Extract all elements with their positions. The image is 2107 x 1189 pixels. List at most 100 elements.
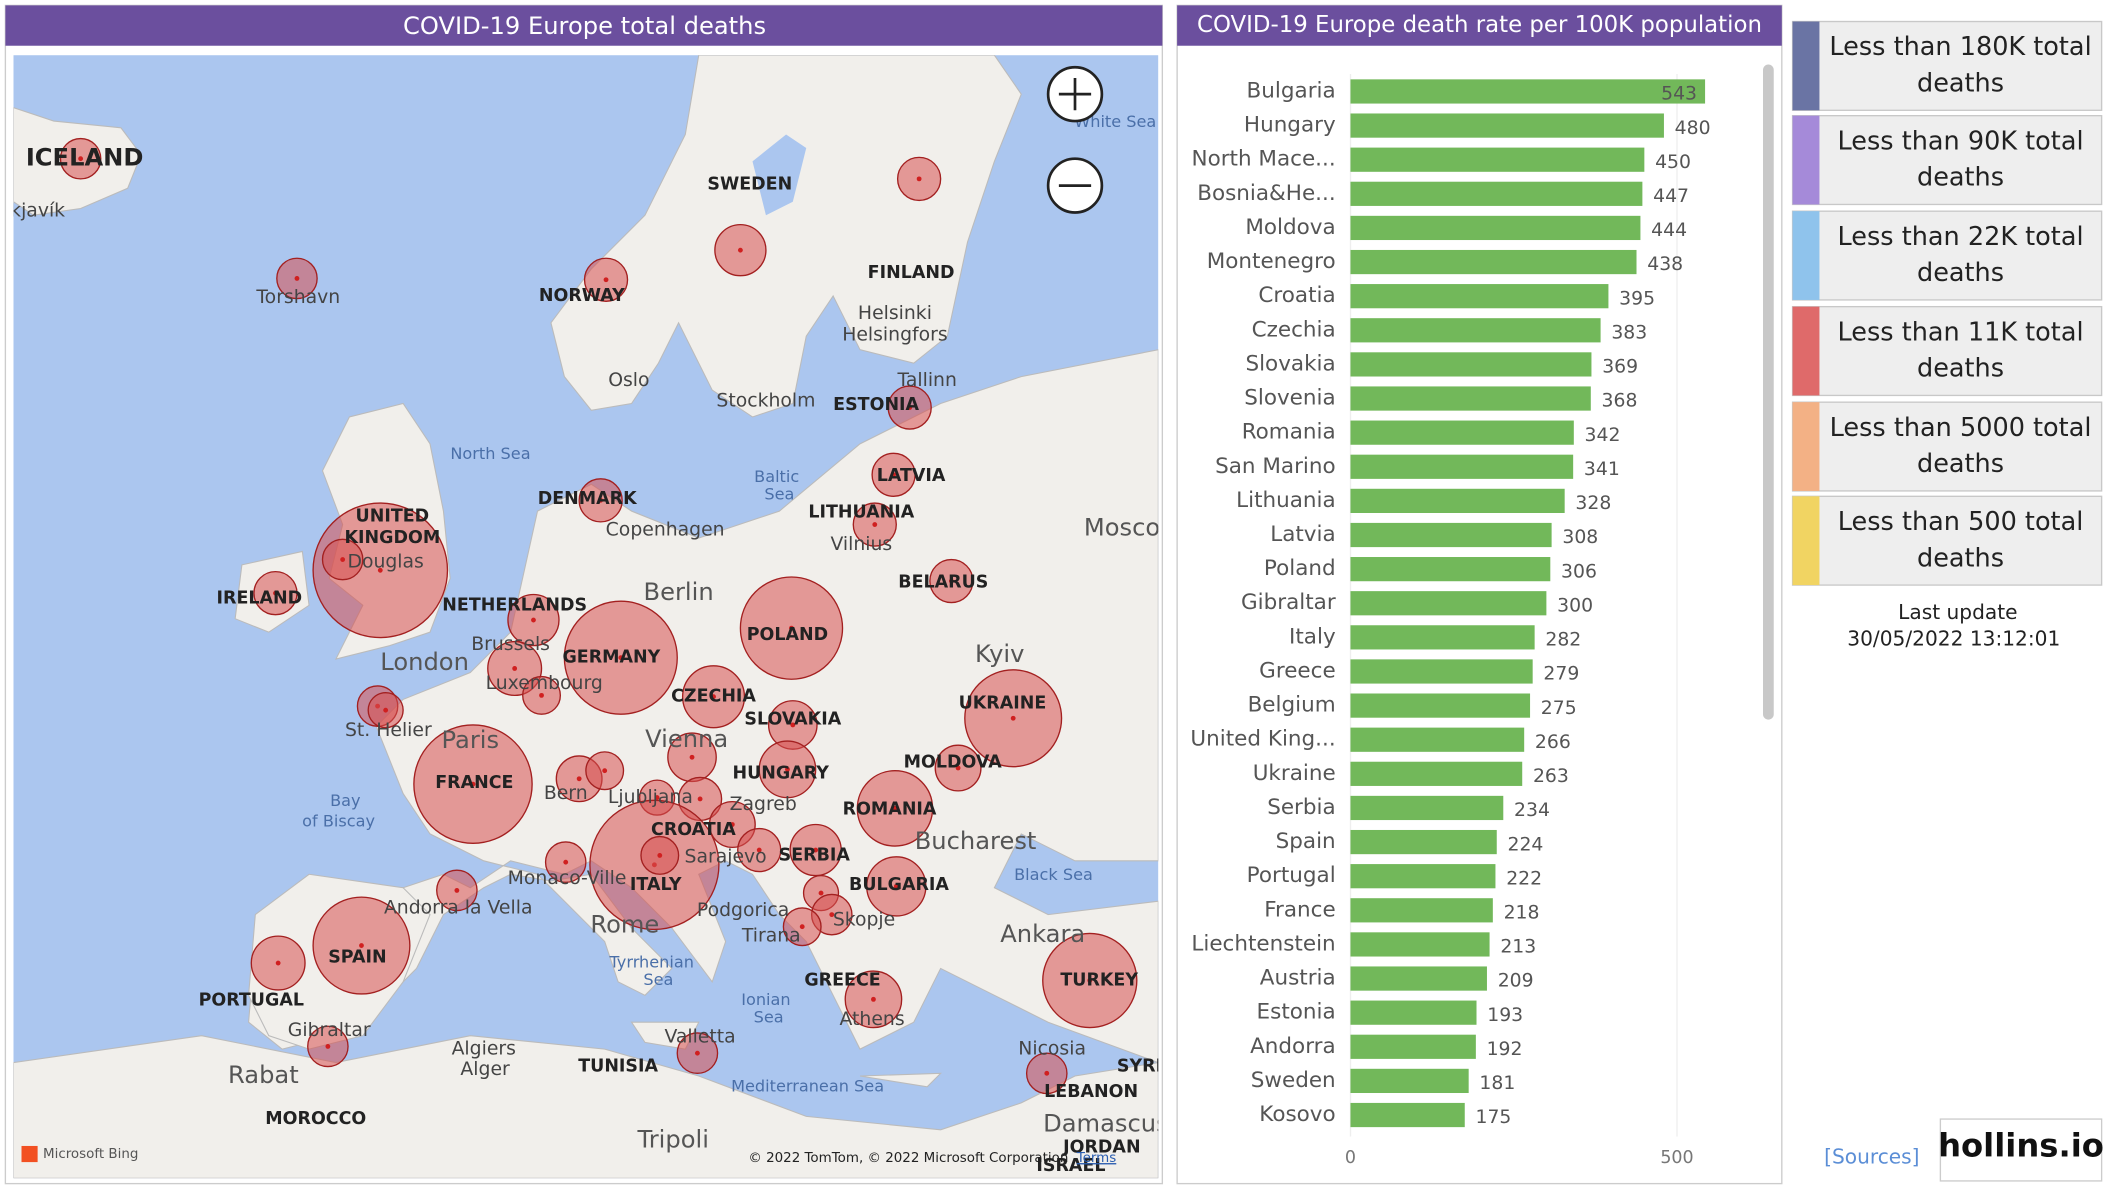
map-label: SWEDEN <box>707 174 792 194</box>
map-label: GREECE <box>804 971 880 991</box>
value-label: 450 <box>1655 152 1691 173</box>
bubble-center <box>1087 978 1093 983</box>
legend-box <box>1791 401 2103 492</box>
bubble-center <box>955 765 961 771</box>
map-title: COVID-19 Europe total deaths <box>403 12 766 40</box>
y-tick-label: Serbia <box>1267 795 1335 820</box>
value-label: 383 <box>1611 322 1647 343</box>
value-label: 175 <box>1476 1107 1512 1128</box>
bubble-center <box>829 912 835 918</box>
scrollbar[interactable] <box>1763 64 1774 720</box>
map-label: Sarajevo <box>685 846 767 867</box>
map-label: ROMANIA <box>843 800 937 820</box>
y-tick-label: San Marino <box>1215 454 1336 479</box>
map-label: Tyrrhenian <box>608 953 693 972</box>
value-label: 224 <box>1508 834 1544 855</box>
value-label: 218 <box>1504 902 1540 923</box>
bar <box>1350 215 1641 241</box>
bar <box>1350 864 1496 889</box>
legend-item: Less than 90K total deaths <box>1837 126 2083 192</box>
last-update-label: Last update <box>1898 600 2017 624</box>
y-tick-label: Estonia <box>1257 1000 1336 1025</box>
value-label: 341 <box>1584 459 1620 480</box>
map-label: Baltic <box>754 467 799 486</box>
legend-swatch <box>1792 115 1820 205</box>
legend-item: Less than 500 total deaths <box>1838 507 2084 573</box>
map-label: MOLDOVA <box>904 753 1003 773</box>
legend-label: Less than 180K total deaths <box>1829 32 2092 99</box>
bar <box>1350 181 1643 206</box>
bar <box>1350 727 1525 752</box>
y-tick-label: Liechtenstein <box>1191 931 1335 956</box>
map-label: PORTUGAL <box>199 991 304 1011</box>
bubble-center <box>275 960 281 966</box>
terms-link[interactable]: Terms <box>1076 1151 1117 1166</box>
brand-box <box>1939 1118 2103 1182</box>
bubble-center <box>383 707 389 713</box>
zoom-out-button[interactable] <box>1046 157 1104 214</box>
value-label: 234 <box>1514 800 1550 821</box>
last-update-value: 30/05/2022 13:12:01 <box>1847 627 2060 651</box>
bing-label: Microsoft Bing <box>43 1147 138 1162</box>
bubble-center <box>818 890 824 896</box>
y-tick-label: Portugal <box>1247 863 1336 888</box>
value-label: 209 <box>1498 971 1534 992</box>
bubble-center <box>789 625 794 631</box>
map-label: CZECHIA <box>671 687 756 707</box>
zoom-in-button[interactable] <box>1046 65 1104 123</box>
map-label: NORWAY <box>539 286 625 306</box>
bar <box>1350 898 1493 923</box>
map-label: NETHERLANDS <box>442 595 587 615</box>
value-label: 308 <box>1562 527 1598 548</box>
y-tick-label: Slovenia <box>1244 386 1335 411</box>
y-tick-label: Montenegro <box>1207 249 1336 274</box>
map-label: Tripoli <box>636 1126 708 1154</box>
value-label: 306 <box>1561 561 1597 582</box>
bubble-center <box>470 781 476 787</box>
y-tick-label: Moldova <box>1245 215 1335 240</box>
y-tick-label: Austria <box>1260 966 1336 991</box>
y-tick-label: Bulgaria <box>1247 78 1336 103</box>
value-label: 328 <box>1575 493 1611 514</box>
x-tick-label: 500 <box>1660 1148 1693 1168</box>
brand[interactable]: hollins.io <box>1938 1126 2104 1164</box>
y-tick-label: Italy <box>1289 624 1336 649</box>
value-label: 543 <box>1661 84 1697 105</box>
map-label: Gibraltar <box>288 1020 371 1041</box>
bubble-center <box>531 617 536 623</box>
map-label: BULGARIA <box>849 875 949 895</box>
bubble-center <box>694 1050 700 1056</box>
map-label: Brussels <box>471 634 550 655</box>
map-label: Rome <box>590 910 659 938</box>
legend-swatch <box>1792 211 1820 300</box>
map-label: Oslo <box>608 370 649 391</box>
bubble-center <box>602 768 608 774</box>
legend-label: Less than 5000 total deaths <box>1829 412 2092 479</box>
legend-item: Less than 11K total deaths <box>1837 317 2083 383</box>
map-label: Berlin <box>644 578 714 606</box>
bar <box>1350 1102 1465 1128</box>
sources-link[interactable]: [Sources] <box>1824 1145 1919 1169</box>
map-label: DENMARK <box>538 489 638 509</box>
value-label: 282 <box>1545 630 1581 651</box>
map-label: Alger <box>460 1059 510 1080</box>
bubble-center <box>294 275 300 281</box>
bar <box>1350 1034 1476 1059</box>
map-label: SLOVAKIA <box>744 710 841 730</box>
map-label: Copenhagen <box>606 519 725 540</box>
y-tick-label: Andorra <box>1250 1034 1336 1059</box>
bar <box>1350 318 1601 343</box>
map-label: North Sea <box>450 444 530 463</box>
legend-swatch <box>1792 306 1820 396</box>
legend-box <box>1791 495 2103 586</box>
bubble-center <box>618 655 624 661</box>
map[interactable]: ICELAND kjavík Torshavn NORWAY SWEDEN FINLAND… <box>10 55 1169 1179</box>
bar <box>1350 795 1504 821</box>
bubble-center <box>689 754 695 760</box>
bubble-center <box>916 176 922 182</box>
x-tick-label: 0 <box>1345 1148 1356 1168</box>
bar <box>1350 522 1552 548</box>
bar <box>1350 352 1592 377</box>
map-label: CROATIA <box>651 820 736 840</box>
value-label: 438 <box>1647 254 1683 275</box>
